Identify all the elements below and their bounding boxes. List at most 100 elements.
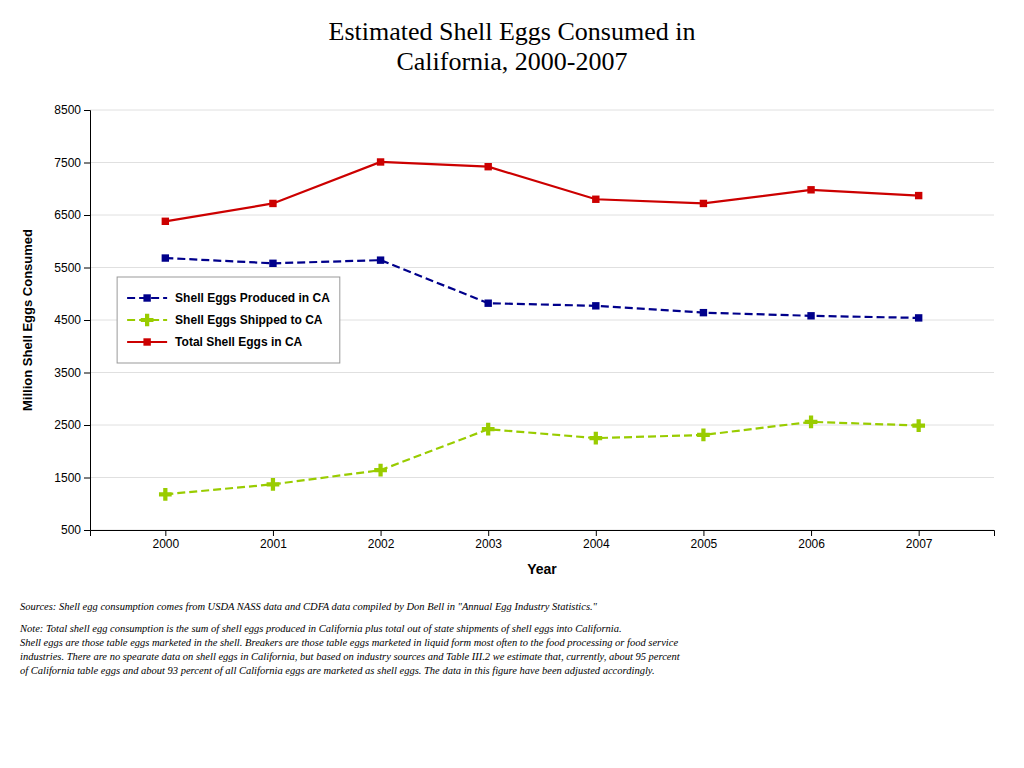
tick-mark <box>273 530 274 536</box>
legend-marker <box>143 338 150 345</box>
marker <box>377 256 384 263</box>
tick-label: 2003 <box>475 537 502 551</box>
tick-mark <box>488 530 489 536</box>
tick-mark <box>84 373 90 374</box>
grid-line <box>90 477 994 478</box>
marker <box>915 192 922 199</box>
tick-label: 2002 <box>368 537 395 551</box>
footnote: Note: Total shell egg consumption is the… <box>19 623 681 676</box>
marker <box>805 415 818 428</box>
grid-line <box>90 215 994 216</box>
tick-label: 6500 <box>54 208 81 222</box>
marker <box>377 158 384 165</box>
plot: 2000 2001 2002 2003 2004 2005 2006 2007 500 1500 2… <box>54 103 994 550</box>
tick-label: 500 <box>61 523 81 537</box>
tick-mark <box>84 110 90 111</box>
marker <box>912 419 925 432</box>
axis-line <box>91 531 995 537</box>
grid-line <box>90 425 994 426</box>
legend-item: Shell Eggs Produced in CA <box>127 291 330 305</box>
grid-line <box>90 372 994 373</box>
tick: 5500 <box>54 261 90 275</box>
line <box>165 162 918 221</box>
tick-mark <box>84 163 90 164</box>
marker <box>269 200 276 207</box>
tick-label: 3500 <box>54 366 81 380</box>
tick-label: 4500 <box>54 313 81 327</box>
tick-mark <box>84 478 90 479</box>
tick-mark <box>84 425 90 426</box>
tick-mark <box>84 268 90 269</box>
grid <box>90 110 994 530</box>
marker <box>700 309 707 316</box>
tick-label: 2000 <box>152 537 179 551</box>
tick: 2005 <box>691 530 718 551</box>
marker <box>374 464 387 477</box>
marker <box>592 196 599 203</box>
tick-mark <box>84 530 90 531</box>
marker <box>267 478 280 491</box>
legend-marker <box>141 314 154 327</box>
tick-label: 8500 <box>54 103 81 117</box>
tick-mark <box>381 530 382 536</box>
marker <box>700 200 707 207</box>
tick: 1500 <box>54 471 90 485</box>
tick: 2006 <box>798 530 825 551</box>
legend: Shell Eggs Produced in CA Shell Eggs Ship… <box>117 277 340 363</box>
marker <box>807 186 814 193</box>
tick-label: 2007 <box>906 537 933 551</box>
footnote: Sources: Shell egg consumption comes fro… <box>20 601 598 612</box>
legend-item: Shell Eggs Shipped to CA <box>127 313 323 327</box>
tick-label: 2005 <box>691 537 718 551</box>
legend-box <box>117 277 340 363</box>
marker <box>592 302 599 309</box>
tick-mark <box>811 530 812 536</box>
footnote-line: of California table eggs and about 93 pe… <box>20 665 655 676</box>
line <box>165 422 918 494</box>
title-line: California, 2000-2007 <box>396 47 627 76</box>
tick: 8500 <box>54 103 90 117</box>
tick-label: 2500 <box>54 418 81 432</box>
legend-label: Total Shell Eggs in CA <box>175 335 302 349</box>
legend-marker <box>143 294 150 301</box>
tick: 2007 <box>906 530 933 551</box>
footnote-line: Shell eggs are those table eggs marketed… <box>20 637 678 648</box>
axis-line <box>84 111 91 531</box>
tick: 2000 <box>152 530 179 551</box>
tick-label: 2004 <box>583 537 610 551</box>
title: Estimated Shell Eggs Consumed inCaliforn… <box>329 17 696 76</box>
x-axis-title: Year <box>527 561 557 577</box>
tick: 500 <box>61 523 90 537</box>
marker <box>915 314 922 321</box>
title-line: Estimated Shell Eggs Consumed in <box>329 17 696 46</box>
x-axis: 2000 2001 2002 2003 2004 2005 2006 2007 <box>91 530 995 551</box>
grid-line <box>90 110 994 111</box>
tick: 2500 <box>54 418 90 432</box>
tick-label: 2001 <box>260 537 287 551</box>
marker <box>807 312 814 319</box>
legend-label: Shell Eggs Shipped to CA <box>175 313 323 327</box>
grid-line <box>90 162 994 163</box>
tick-mark <box>919 530 920 536</box>
tick: 4500 <box>54 313 90 327</box>
footnote-line: Note: Total shell egg consumption is the… <box>19 623 622 634</box>
marker <box>159 488 172 501</box>
tick-mark <box>84 320 90 321</box>
marker <box>162 254 169 261</box>
tick-label: 1500 <box>54 471 81 485</box>
legend-label: Shell Eggs Produced in CA <box>175 291 330 305</box>
chart: Estimated Shell Eggs Consumed inCaliforn… <box>0 0 1024 768</box>
tick: 6500 <box>54 208 90 222</box>
y-axis-title: Million Shell Eggs Consumed <box>20 229 35 411</box>
tick-mark <box>84 215 90 216</box>
tick-mark <box>596 530 597 536</box>
tick: 2001 <box>260 530 287 551</box>
marker <box>484 299 491 306</box>
footnote-line: Sources: Shell egg consumption comes fro… <box>20 601 598 612</box>
tick: 3500 <box>54 366 90 380</box>
tick: 7500 <box>54 156 90 170</box>
footnote-line: industries. There are no spearate data o… <box>20 651 681 662</box>
marker <box>697 429 710 442</box>
tick: 2002 <box>368 530 395 551</box>
grid-line <box>90 267 994 268</box>
